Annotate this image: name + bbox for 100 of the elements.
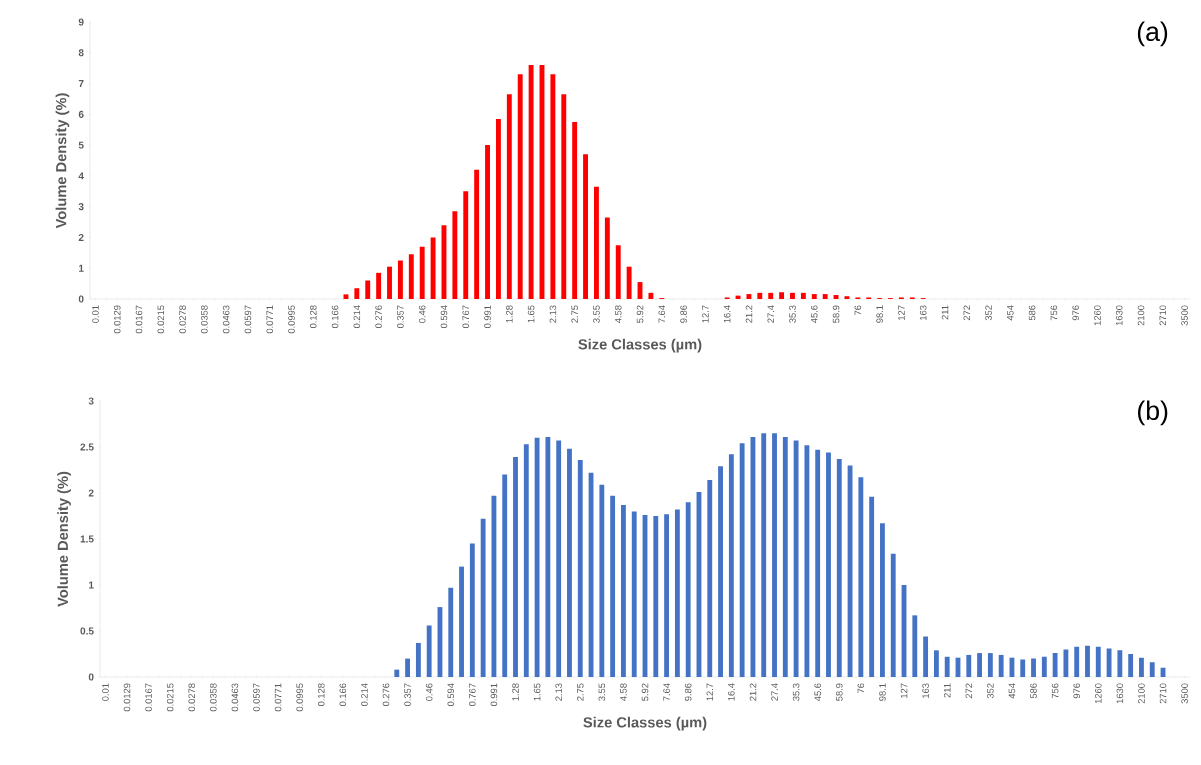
bar xyxy=(545,436,551,677)
x-axis-title: Size Classes (µm) xyxy=(578,338,702,353)
x-tick-label: 0.214 xyxy=(361,683,368,707)
x-tick-label: 1260 xyxy=(1094,683,1102,704)
x-tick-label: 4.58 xyxy=(614,305,622,323)
x-tick-label: 2100 xyxy=(1137,305,1145,326)
y-tick-label: 3 xyxy=(78,203,84,211)
bar xyxy=(718,466,723,677)
bar xyxy=(491,495,497,677)
y-tick-label: 0 xyxy=(78,295,84,303)
x-tick-label: 0.0167 xyxy=(135,305,143,334)
x-tick-label: 0.214 xyxy=(353,305,361,329)
x-tick-label: 21.2 xyxy=(749,683,757,701)
x-tick-label: 0.357 xyxy=(397,305,404,329)
bar xyxy=(793,440,799,677)
x-tick-label: 3.55 xyxy=(598,683,606,701)
y-tick-label: 3 xyxy=(88,397,94,405)
y-tick-label: 1 xyxy=(89,581,94,589)
bar xyxy=(528,65,534,299)
x-tick-label: 211 xyxy=(941,305,949,320)
x-tick-label: 0.128 xyxy=(317,683,325,707)
bar xyxy=(1020,659,1026,677)
bar xyxy=(648,292,654,299)
y-tick-label: 2 xyxy=(88,489,94,497)
bar xyxy=(1085,645,1090,677)
bar xyxy=(495,118,501,299)
y-axis-title: Volume Density (%) xyxy=(55,93,70,229)
x-tick-label: 1.28 xyxy=(512,683,519,701)
x-tick-label: 0.0167 xyxy=(145,683,152,712)
x-tick-label: 1.65 xyxy=(527,305,535,323)
x-tick-label: 9.86 xyxy=(684,683,692,701)
x-tick-label: 127 xyxy=(898,305,905,320)
x-tick-label: 27.4 xyxy=(771,683,778,701)
bar xyxy=(593,186,599,299)
bar xyxy=(419,246,425,299)
bar xyxy=(615,245,621,299)
bar xyxy=(826,452,831,677)
bar xyxy=(502,474,508,677)
y-tick-label: 0 xyxy=(88,673,94,681)
chart-title: (b) xyxy=(1138,400,1168,426)
x-tick-label: 163 xyxy=(922,683,929,698)
x-tick-label: 5.92 xyxy=(636,305,644,323)
x-tick-label: 0.0463 xyxy=(222,305,230,334)
bar xyxy=(728,454,734,677)
x-tick-label: 0.01 xyxy=(92,305,99,323)
bar xyxy=(426,625,432,677)
x-tick-label: 2.75 xyxy=(576,683,584,701)
bar xyxy=(354,288,360,299)
x-tick-label: 976 xyxy=(1073,683,1080,699)
y-tick-label: 9 xyxy=(78,18,84,26)
x-tick-label: 0.991 xyxy=(484,305,491,329)
y-tick-label: 5 xyxy=(78,141,84,149)
bar xyxy=(804,445,810,677)
x-tick-label: 2710 xyxy=(1159,683,1167,704)
bar xyxy=(517,74,523,299)
x-axis-title: Size Classes (µm) xyxy=(583,716,707,731)
x-tick-label: 0.46 xyxy=(425,683,433,701)
bar xyxy=(1041,656,1047,677)
bar xyxy=(1106,648,1112,677)
bar xyxy=(912,615,918,677)
bar xyxy=(583,154,589,299)
x-tick-label: 976 xyxy=(1072,305,1079,321)
x-tick-label: 272 xyxy=(963,305,970,321)
bar xyxy=(761,433,767,677)
bar xyxy=(626,266,632,299)
bar xyxy=(556,440,562,677)
x-tick-label: 27.4 xyxy=(767,305,774,323)
bar xyxy=(880,523,885,677)
y-tick-label: 4 xyxy=(78,172,84,180)
x-tick-label: 0.594 xyxy=(447,683,455,707)
x-tick-label: 0.46 xyxy=(418,305,426,323)
x-tick-label: 1.65 xyxy=(533,683,541,701)
x-tick-label: 0.0463 xyxy=(231,683,239,712)
bar xyxy=(394,669,400,677)
x-tick-label: 0.0995 xyxy=(296,683,303,712)
x-tick-label: 58.9 xyxy=(832,305,840,323)
x-tick-label: 0.276 xyxy=(382,683,390,707)
x-tick-label: 12.7 xyxy=(702,305,709,323)
x-tick-label: 0.0597 xyxy=(253,683,260,712)
y-tick-label: 1 xyxy=(79,264,84,272)
bar xyxy=(757,292,763,299)
x-tick-label: 0.01 xyxy=(102,683,109,701)
bar xyxy=(869,496,875,677)
bar xyxy=(944,656,950,677)
x-tick-label: 352 xyxy=(985,305,992,321)
bar xyxy=(448,587,454,677)
x-tick-label: 0.991 xyxy=(490,683,498,707)
bar xyxy=(782,436,788,677)
x-tick-label: 76 xyxy=(854,305,862,315)
x-tick-label: 352 xyxy=(987,683,994,699)
bar xyxy=(1074,646,1080,677)
bar xyxy=(844,296,850,299)
bar xyxy=(836,458,842,677)
x-tick-label: 2.13 xyxy=(555,683,562,701)
bar xyxy=(480,518,486,677)
bar xyxy=(1149,662,1155,677)
x-tick-label: 2100 xyxy=(1138,683,1145,704)
x-tick-label: 2.13 xyxy=(549,305,557,323)
x-tick-label: 0.0597 xyxy=(244,305,252,334)
x-tick-label: 0.0771 xyxy=(266,305,274,334)
